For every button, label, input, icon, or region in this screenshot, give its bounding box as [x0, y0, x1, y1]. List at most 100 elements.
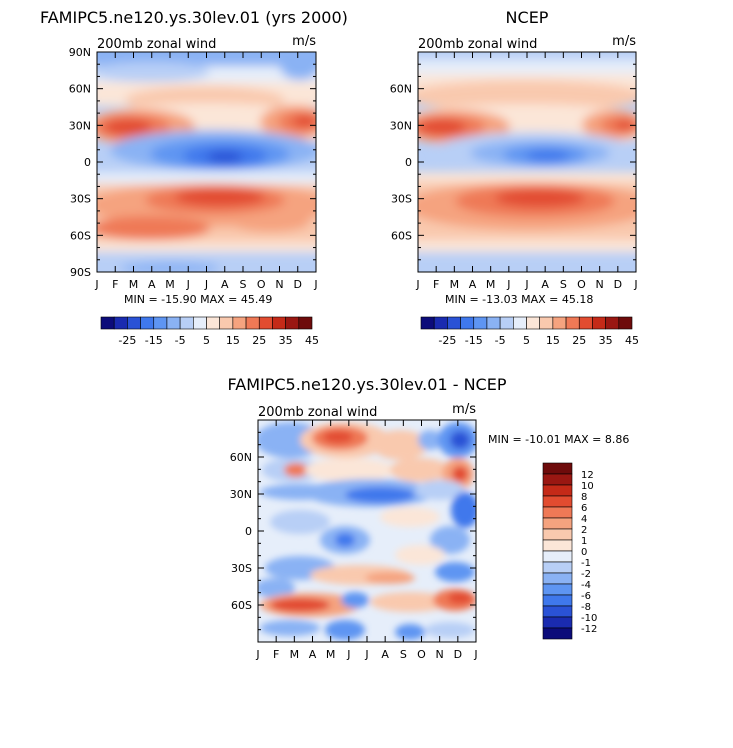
x-tick-label: J	[94, 278, 98, 291]
field-blob	[280, 52, 316, 80]
field-blob	[323, 431, 353, 443]
x-tick-label: S	[560, 278, 567, 291]
x-tick-label: A	[148, 278, 156, 291]
y-tick-label: 0	[245, 525, 252, 538]
x-tick-label: J	[255, 648, 259, 661]
x-tick-label: M	[450, 278, 460, 291]
panel-diff-subtitle-right: m/s	[452, 402, 476, 417]
colorbar-label: 0	[581, 547, 587, 558]
colorbar-label: -6	[581, 591, 591, 602]
x-tick-label: M	[290, 648, 300, 661]
field-blob	[335, 533, 355, 547]
x-tick-label: J	[364, 648, 368, 661]
colorbar-swatch	[232, 316, 247, 330]
colorbar-swatch	[486, 316, 501, 330]
field-band	[97, 172, 316, 186]
panel-model-colorbar: -25 -15 -5 5 15 25 35 45	[100, 316, 319, 347]
x-tick-label: D	[614, 278, 622, 291]
colorbar-swatch	[206, 316, 220, 330]
field-blob	[345, 487, 415, 503]
colorbar-swatch	[140, 316, 155, 330]
x-tick-label: N	[596, 278, 604, 291]
x-tick-label: F	[112, 278, 118, 291]
field-blob	[452, 466, 468, 482]
x-tick-label: S	[400, 648, 407, 661]
panel-obs-stats: MIN = -13.03 MAX = 45.18	[445, 293, 593, 306]
colorbar-label: 35	[279, 334, 293, 347]
y-tick-label: 90N	[69, 46, 91, 59]
colorbar-label: 45	[305, 334, 319, 347]
colorbar-label: -5	[175, 334, 186, 347]
panel-model: FAMIPC5.ne120.ys.30lev.01 (yrs 2000) 200…	[40, 8, 348, 347]
colorbar-swatch	[542, 550, 573, 563]
colorbar-swatch	[433, 316, 448, 330]
colorbar-swatch	[542, 572, 573, 585]
field-blob	[97, 216, 210, 240]
colorbar-swatch	[542, 539, 573, 552]
panel-diff-title: FAMIPC5.ne120.ys.30lev.01 - NCEP	[228, 375, 507, 394]
colorbar-swatch	[100, 316, 115, 330]
x-tick-label: J	[346, 648, 350, 661]
y-tick-label: 60S	[70, 229, 91, 242]
x-tick-label: J	[415, 278, 419, 291]
x-tick-label: J	[633, 278, 637, 291]
colorbar-swatch	[153, 316, 168, 330]
x-tick-label: A	[381, 648, 389, 661]
colorbar-swatch	[542, 517, 573, 530]
colorbar-swatch	[166, 316, 181, 330]
x-tick-label: N	[436, 648, 444, 661]
x-tick-label: F	[273, 648, 279, 661]
colorbar-swatch	[420, 316, 435, 330]
y-tick-label: 30N	[69, 119, 91, 132]
colorbar-swatch	[542, 473, 573, 486]
field-blob	[260, 620, 320, 636]
colorbar-swatch	[526, 316, 540, 330]
colorbar-label: 4	[581, 514, 587, 525]
x-tick-label: M	[486, 278, 496, 291]
field-blob	[418, 80, 636, 112]
colorbar-swatch	[193, 316, 207, 330]
field-blob	[435, 562, 475, 582]
colorbar-label: 5	[203, 334, 210, 347]
y-tick-label: 60N	[69, 83, 91, 96]
y-tick-label: 60N	[390, 83, 412, 96]
field-band	[418, 252, 636, 272]
field-blob	[293, 115, 316, 127]
colorbar-label: -10	[581, 613, 597, 624]
colorbar-label: 25	[572, 334, 586, 347]
colorbar-label: 5	[523, 334, 530, 347]
field-blob	[372, 430, 428, 460]
field-band	[97, 242, 316, 254]
field-blob	[615, 120, 635, 130]
colorbar-label: -25	[118, 334, 136, 347]
panel-obs-title: NCEP	[506, 8, 549, 27]
colorbar-swatch	[258, 316, 273, 330]
colorbar-label: -15	[145, 334, 163, 347]
field-blob	[448, 592, 472, 604]
x-tick-label: D	[294, 278, 302, 291]
colorbar-swatch	[272, 316, 286, 330]
colorbar-swatch	[542, 528, 573, 541]
field-blob	[305, 458, 395, 482]
field-blob	[97, 62, 210, 82]
colorbar-swatch	[542, 605, 573, 618]
x-tick-label: F	[433, 278, 439, 291]
field-blob	[425, 622, 475, 638]
panel-diff-field	[258, 420, 476, 642]
field-blob	[451, 492, 476, 528]
y-tick-label: 60S	[391, 229, 412, 242]
x-tick-label: A	[309, 648, 317, 661]
x-tick-label: N	[275, 278, 283, 291]
colorbar-swatch	[539, 316, 554, 330]
x-tick-label: A	[221, 278, 229, 291]
colorbar-swatch	[113, 316, 128, 330]
colorbar-swatch	[542, 462, 573, 475]
colorbar-label: 15	[226, 334, 240, 347]
panel-diff-subtitle-left: 200mb zonal wind	[258, 405, 377, 420]
x-tick-label: M	[165, 278, 175, 291]
colorbar-swatch	[578, 316, 593, 330]
panel-model-field	[97, 52, 316, 272]
